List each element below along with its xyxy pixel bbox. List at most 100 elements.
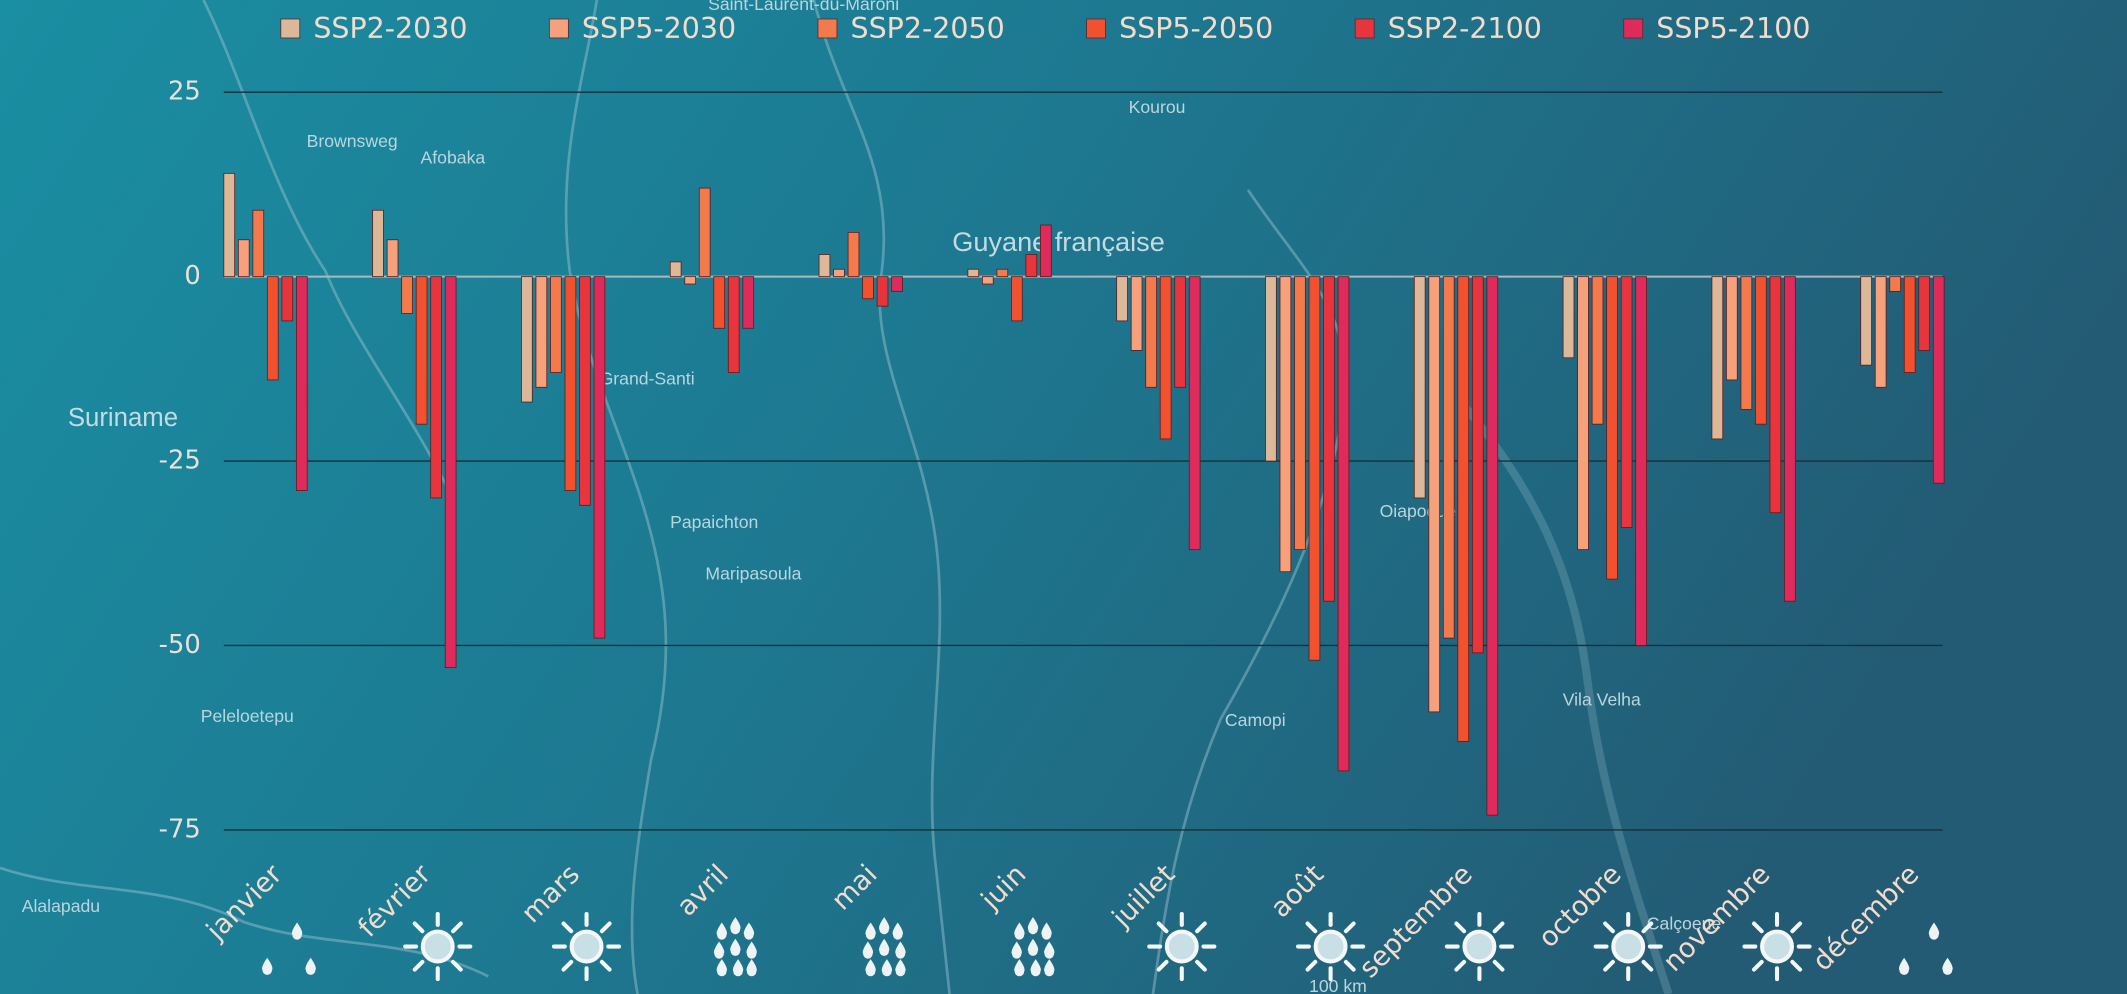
bar	[727, 276, 740, 373]
drop-icon	[895, 941, 906, 959]
sun-ray	[412, 959, 425, 972]
bar	[1562, 276, 1575, 359]
drop-icon	[1041, 922, 1052, 940]
sun-ray	[1305, 959, 1318, 972]
bar	[1174, 276, 1186, 388]
legend-swatch	[817, 18, 838, 39]
sun-ray	[1641, 921, 1654, 934]
place-label: Brownsweg	[307, 131, 398, 151]
weather-icon	[262, 922, 316, 975]
bar	[742, 276, 755, 329]
bar	[1755, 276, 1767, 425]
bar	[1620, 276, 1633, 528]
sun-ray	[1492, 921, 1505, 934]
bar	[996, 268, 1009, 278]
bar	[415, 276, 428, 425]
drop-icon	[262, 957, 273, 975]
weather-icon	[1444, 911, 1514, 982]
drop-icon	[730, 938, 741, 956]
sun-ray	[1492, 959, 1505, 972]
sun-core	[420, 929, 455, 964]
drop-icon	[743, 922, 755, 940]
place-label: Grand-Santi	[600, 368, 695, 388]
place-label: Maripasoula	[705, 564, 801, 584]
bar	[401, 276, 413, 314]
bar	[1903, 276, 1916, 373]
drop-icon	[1014, 922, 1025, 940]
weather-icon	[1296, 911, 1366, 982]
map-labels: Saint-Laurent-du-Maroni Brownsweg Afobak…	[22, 0, 1722, 994]
bar	[1874, 276, 1887, 388]
bar	[1635, 276, 1647, 646]
bar	[386, 239, 399, 278]
legend-label: SSP2-2030	[313, 12, 467, 45]
sun-ray	[1156, 959, 1169, 972]
drop-icon	[1027, 917, 1039, 935]
place-label: Suriname	[68, 404, 178, 432]
bar	[1442, 276, 1455, 639]
bar	[1486, 276, 1499, 816]
sun-ray	[1751, 959, 1764, 972]
sun-ray	[599, 959, 612, 972]
weather-icon	[1742, 911, 1812, 982]
drop-icon	[1942, 957, 1953, 975]
bar	[1294, 276, 1306, 550]
sun-ray	[1603, 959, 1615, 972]
drop-icon	[1044, 941, 1055, 959]
legend-label: SSP5-2050	[1119, 12, 1273, 45]
bar	[1591, 276, 1604, 425]
bar	[981, 276, 994, 285]
legend-swatch	[280, 18, 301, 39]
bar	[237, 239, 250, 278]
sun-ray	[451, 959, 463, 972]
bar	[1145, 276, 1157, 388]
sun-ray	[1454, 921, 1467, 934]
bar	[444, 276, 457, 669]
bar	[1740, 276, 1753, 410]
bar	[295, 276, 308, 491]
sun-core	[569, 929, 604, 964]
bar	[535, 276, 548, 388]
drop-icon	[881, 959, 893, 977]
legend-swatch	[1086, 18, 1106, 39]
bar	[550, 276, 562, 373]
sun-core	[1462, 929, 1497, 964]
sun-core	[1760, 929, 1794, 964]
bar	[1308, 276, 1321, 661]
bar	[891, 276, 903, 292]
bar	[1188, 276, 1201, 550]
drop-icon	[716, 959, 727, 977]
drop-icon	[732, 959, 744, 977]
place-label: Calçoene	[1647, 913, 1722, 933]
drop-icon	[746, 959, 757, 977]
sun-ray	[1751, 921, 1764, 934]
weather-icon	[1011, 917, 1055, 977]
y-tick-label: -75	[159, 814, 201, 844]
bar	[669, 261, 682, 278]
sun-ray	[1195, 959, 1207, 972]
bar	[1428, 276, 1441, 713]
legend-swatch	[1354, 18, 1375, 39]
drop-icon	[1044, 959, 1055, 977]
map-lines	[0, 0, 1673, 994]
sun-ray	[599, 921, 612, 934]
sun-ray	[1454, 959, 1467, 972]
sun-ray	[1790, 921, 1803, 934]
bar	[876, 276, 889, 307]
legend-swatch	[1623, 18, 1644, 39]
legend-label: SSP2-2050	[851, 12, 1005, 45]
bar	[1726, 276, 1738, 381]
drop-icon	[879, 917, 890, 935]
bar	[1457, 276, 1470, 742]
sun-ray	[1641, 959, 1654, 972]
place-label: Alalapadu	[22, 896, 100, 916]
sun-ray	[1343, 921, 1356, 934]
legend-label: SSP2-2100	[1388, 12, 1542, 45]
bar	[713, 276, 726, 329]
drop-icon	[1011, 941, 1022, 959]
bar	[1130, 276, 1143, 351]
bar	[847, 231, 860, 278]
drop-icon	[730, 917, 741, 935]
bar	[372, 209, 384, 278]
sun-core	[1164, 929, 1199, 964]
